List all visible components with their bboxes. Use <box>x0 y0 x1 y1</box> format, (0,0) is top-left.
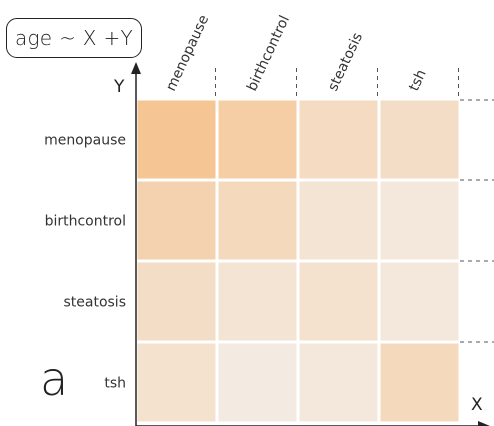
y-axis-label: Y <box>113 77 125 97</box>
x-tick-label: menopause <box>163 13 212 94</box>
y-axis-arrow <box>131 62 141 74</box>
heatmap-cell <box>299 343 378 422</box>
heatmap-cells <box>137 100 459 422</box>
heatmap-cell <box>218 343 297 422</box>
heatmap-cell <box>137 100 216 179</box>
heatmap-cell <box>299 181 378 260</box>
heatmap-cell <box>380 181 459 260</box>
heatmap-cell <box>137 343 216 422</box>
x-tick-label: steatosis <box>325 30 366 93</box>
heatmap-cell <box>137 262 216 341</box>
heatmap-cell <box>380 343 459 422</box>
guide-lines <box>215 68 494 343</box>
x-axis-label: X <box>471 395 483 415</box>
heatmap-cell <box>218 262 297 341</box>
x-tick-label: tsh <box>406 67 430 93</box>
heatmap-cell <box>299 262 378 341</box>
heatmap-cell <box>218 181 297 260</box>
heatmap-cell <box>299 100 378 179</box>
formula-box: age ~ X +Y <box>6 18 142 58</box>
heatmap-cell <box>218 100 297 179</box>
axes: YX <box>113 62 490 426</box>
heatmap-cell <box>380 100 459 179</box>
y-tick-label: birthcontrol <box>45 214 126 230</box>
panel-label: a <box>40 352 69 406</box>
x-tick-label: birthcontrol <box>244 13 293 94</box>
heatmap-cell <box>380 262 459 341</box>
y-tick-label: tsh <box>104 376 126 392</box>
y-tick-label: steatosis <box>63 295 126 311</box>
y-tick-label: menopause <box>44 133 126 149</box>
heatmap-cell <box>137 181 216 260</box>
x-axis-arrow <box>478 421 490 426</box>
formula-text: age ~ X +Y <box>14 26 134 50</box>
